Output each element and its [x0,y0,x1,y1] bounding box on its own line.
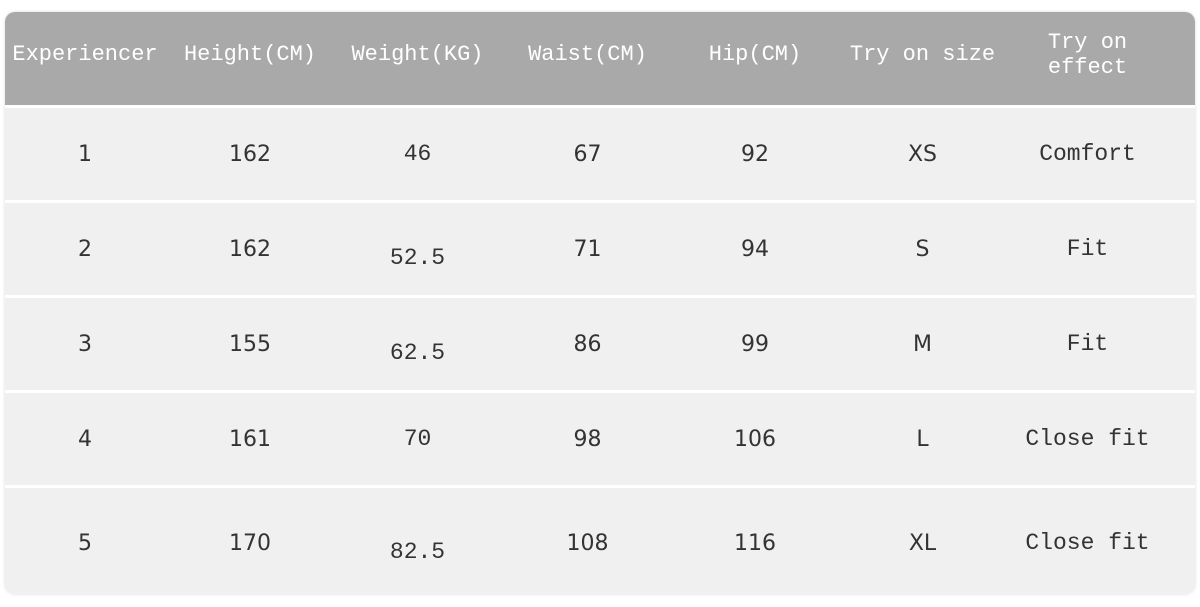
table-row: 2 162 52.5 71 94 S Fit [5,203,1195,295]
size-table: Experiencer Height(CM) Weight(KG) Waist(… [5,12,1195,594]
cell-height: 162 [229,141,271,167]
header-hip: Hip(CM) [708,42,802,67]
cell-size: L [916,426,929,452]
cell-effect: Comfort [1039,141,1136,167]
header-weight: Weight(KG) [351,42,484,67]
cell-effect: Close fit [1025,530,1150,556]
cell-hip: 116 [734,530,776,556]
cell-effect: Fit [1066,236,1109,262]
cell-height: 170 [229,530,271,556]
table-row: 1 162 46 67 92 XS Comfort [5,108,1195,200]
cell-hip: 99 [741,331,769,357]
cell-size: M [913,331,932,357]
cell-waist: 67 [573,141,602,167]
cell-weight: 82.5 [389,539,446,565]
cell-hip: 94 [741,236,769,262]
table-row: 3 155 62.5 86 99 M Fit [5,298,1195,390]
cell-experiencer: 5 [78,530,92,556]
cell-experiencer: 2 [78,236,92,262]
cell-size: XL [908,530,937,556]
cell-effect: Fit [1066,331,1109,357]
cell-size: XS [907,141,938,167]
cell-waist: 108 [566,530,609,556]
header-size: Try on size [849,42,996,67]
cell-experiencer: 4 [78,426,92,452]
header-waist: Waist(CM) [528,42,647,67]
cell-height: 162 [229,236,271,262]
cell-experiencer: 1 [78,141,92,167]
cell-waist: 86 [573,331,602,357]
cell-waist: 98 [573,426,602,452]
table-row: 4 161 70 98 106 L Close fit [5,393,1195,485]
cell-hip: 92 [741,141,769,167]
table-header: Experiencer Height(CM) Weight(KG) Waist(… [5,12,1195,105]
cell-effect: Close fit [1025,426,1150,452]
cell-size: S [915,236,930,262]
header-experiencer: Experiencer [12,42,158,67]
table-row: 5 170 82.5 108 116 XL Close fit [5,488,1195,594]
cell-height: 155 [229,331,271,357]
cell-weight: 62.5 [389,340,446,366]
cell-hip: 106 [734,426,776,452]
cell-weight: 70 [403,426,432,452]
cell-weight: 52.5 [389,245,446,271]
header-effect: Try on effect [1047,29,1128,80]
cell-experiencer: 3 [78,331,92,357]
header-height: Height(CM) [183,42,317,67]
cell-waist: 71 [573,236,602,262]
cell-weight: 46 [403,141,432,167]
cell-height: 161 [229,426,271,452]
